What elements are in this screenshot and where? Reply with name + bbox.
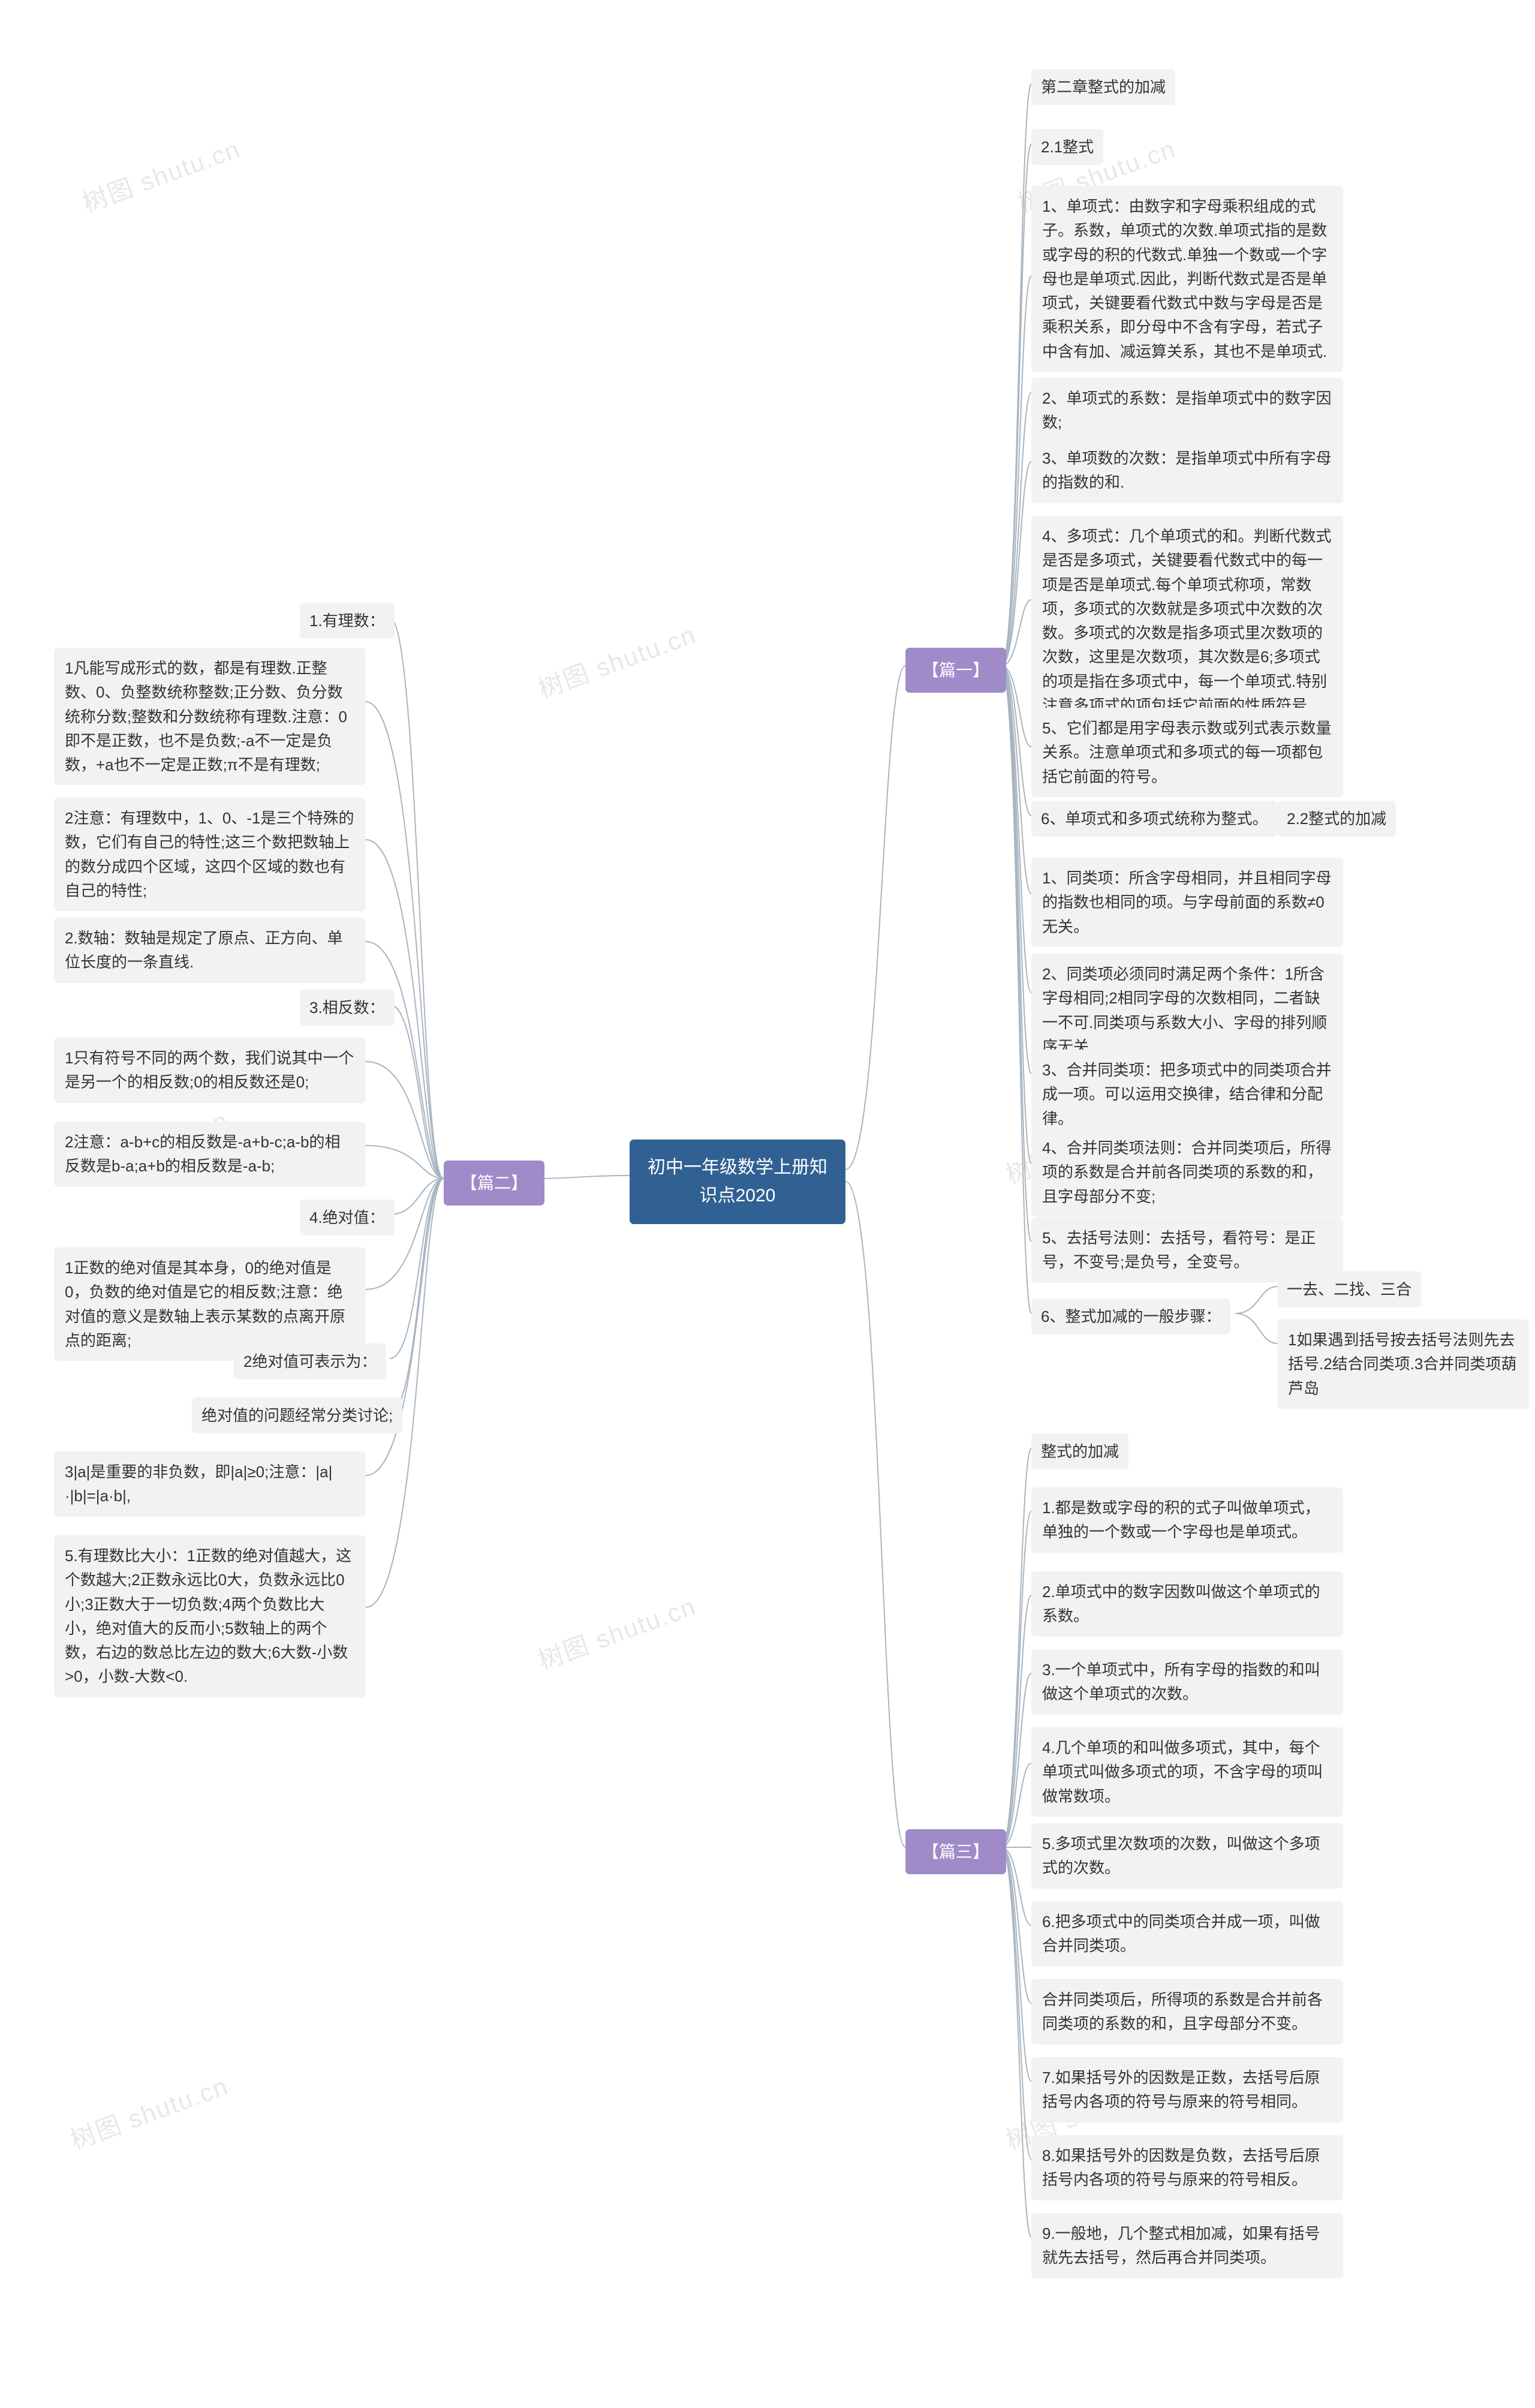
p2-n4d[interactable]: 3|a|是重要的非负数，即|a|≥0;注意：|a|·|b|=|a·b|, [54, 1451, 366, 1517]
p1-t8r[interactable]: 2.2整式的加减 [1277, 801, 1396, 837]
p2-n1a[interactable]: 1凡能写成形式的数，都是有理数.正整数、0、负整数统称整数;正分数、负分数统称分… [54, 648, 366, 785]
section-p2[interactable]: 【篇二】 [444, 1161, 544, 1205]
p3-s8[interactable]: 7.如果括号外的因数是正数，去括号后原括号内各项的符号与原来的符号相同。 [1031, 2057, 1343, 2123]
p2-n1b[interactable]: 2注意：有理数中，1、0、-1是三个特殊的数，它们有自己的特性;这三个数把数轴上… [54, 798, 366, 911]
p1-t7[interactable]: 5、它们都是用字母表示数或列式表示数量关系。注意单项式和多项式的每一项都包括它前… [1031, 708, 1343, 797]
p2-n4[interactable]: 4.绝对值： [300, 1200, 395, 1235]
p1-t9[interactable]: 1、同类项：所含字母相同，并且相同字母的指数也相同的项。与字母前面的系数≠0无关… [1031, 858, 1343, 947]
p1-t1[interactable]: 第二章整式的加减 [1031, 69, 1175, 105]
p2-n2[interactable]: 2.数轴：数轴是规定了原点、正方向、单位长度的一条直线. [54, 918, 366, 983]
p2-n3a[interactable]: 1只有符号不同的两个数，我们说其中一个是另一个的相反数;0的相反数还是0; [54, 1038, 366, 1103]
p2-n4c[interactable]: 绝对值的问题经常分类讨论; [192, 1397, 402, 1433]
p3-s2[interactable]: 2.单项式中的数字因数叫做这个单项式的系数。 [1031, 1571, 1343, 1637]
p2-n1[interactable]: 1.有理数： [300, 603, 395, 639]
p1-t2[interactable]: 2.1整式 [1031, 129, 1103, 165]
p3-s1[interactable]: 1.都是数或字母的积的式子叫做单项式，单独的一个数或一个字母也是单项式。 [1031, 1487, 1343, 1553]
p2-n3b[interactable]: 2注意：a-b+c的相反数是-a+b-c;a-b的相反数是b-a;a+b的相反数… [54, 1122, 366, 1187]
p2-n3[interactable]: 3.相反数： [300, 990, 395, 1026]
watermark: 树图 shutu.cn [65, 2066, 233, 2157]
p1-t14a[interactable]: 一去、二找、三合 [1277, 1271, 1421, 1307]
p3-s0[interactable]: 整式的加减 [1031, 1433, 1128, 1469]
p1-t4[interactable]: 2、单项式的系数：是指单项式中的数字因数; [1031, 378, 1343, 443]
p2-n4b[interactable]: 2绝对值可表示为： [234, 1343, 386, 1379]
root-node[interactable]: 初中一年级数学上册知识点2020 [630, 1140, 845, 1224]
p1-t14b[interactable]: 1如果遇到括号按去括号法则先去括号.2结合同类项.3合并同类项葫芦岛 [1277, 1319, 1529, 1409]
p1-t8[interactable]: 6、单项式和多项式统称为整式。 [1031, 801, 1277, 837]
p3-s4[interactable]: 4.几个单项的和叫做多项式，其中，每个单项式叫做多项式的项，不含字母的项叫做常数… [1031, 1727, 1343, 1817]
section-p3[interactable]: 【篇三】 [905, 1829, 1006, 1874]
p1-t14[interactable]: 6、整式加减的一般步骤： [1031, 1298, 1230, 1334]
p1-t11[interactable]: 3、合并同类项：把多项式中的同类项合并成一项。可以运用交换律，结合律和分配律。 [1031, 1050, 1343, 1139]
p1-t5[interactable]: 3、单项数的次数：是指单项式中所有字母的指数的和. [1031, 438, 1343, 503]
p1-t6[interactable]: 4、多项式：几个单项式的和。判断代数式是否是多项式，关键要看代数式中的每一项是否… [1031, 516, 1343, 726]
p3-s6[interactable]: 6.把多项式中的同类项合并成一项，叫做合并同类项。 [1031, 1901, 1343, 1967]
p3-s7[interactable]: 合并同类项后，所得项的系数是合并前各同类项的系数的和，且字母部分不变。 [1031, 1979, 1343, 2045]
watermark: 树图 shutu.cn [532, 615, 701, 706]
section-p1[interactable]: 【篇一】 [905, 648, 1006, 693]
p2-n5[interactable]: 5.有理数比大小：1正数的绝对值越大，这个数越大;2正数永远比0大，负数永远比0… [54, 1535, 366, 1697]
p3-s9[interactable]: 8.如果括号外的因数是负数，去括号后原括号内各项的符号与原来的符号相反。 [1031, 2135, 1343, 2200]
p3-s3[interactable]: 3.一个单项式中，所有字母的指数的和叫做这个单项式的次数。 [1031, 1649, 1343, 1715]
watermark: 树图 shutu.cn [77, 129, 245, 220]
watermark: 树图 shutu.cn [532, 1586, 701, 1678]
p3-s10[interactable]: 9.一般地，几个整式相加减，如果有括号就先去括号，然后再合并同类项。 [1031, 2213, 1343, 2278]
p1-t3[interactable]: 1、单项式：由数字和字母乘积组成的式子。系数，单项式的次数.单项式指的是数或字母… [1031, 186, 1343, 372]
p1-t12[interactable]: 4、合并同类项法则：合并同类项后，所得项的系数是合并前各同类项的系数的和，且字母… [1031, 1128, 1343, 1217]
p3-s5[interactable]: 5.多项式里次数项的次数，叫做这个多项式的次数。 [1031, 1823, 1343, 1889]
